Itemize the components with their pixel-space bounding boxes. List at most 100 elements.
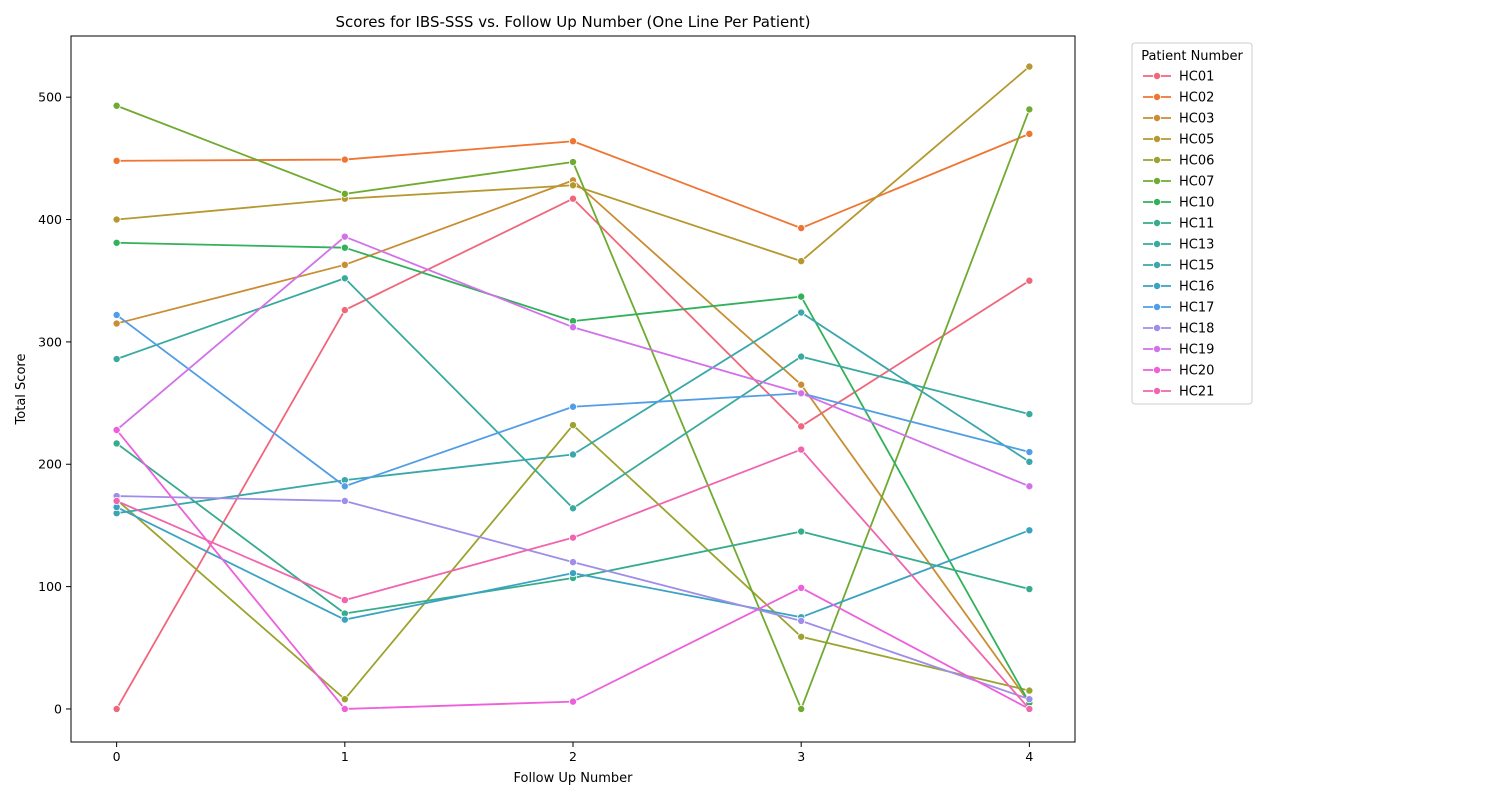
- data-point: [112, 319, 121, 328]
- data-point: [569, 158, 578, 167]
- data-point: [569, 402, 578, 411]
- legend-marker: [1153, 344, 1162, 353]
- data-point: [797, 308, 806, 317]
- y-tick-label: 200: [38, 457, 62, 472]
- legend-label: HC02: [1179, 91, 1214, 106]
- series-hc07: [112, 101, 1034, 713]
- data-point: [569, 504, 578, 513]
- legend-item-hc06: HC06: [1143, 154, 1214, 169]
- data-point: [569, 697, 578, 706]
- legend-marker: [1153, 365, 1162, 374]
- legend-item-hc03: HC03: [1143, 112, 1214, 127]
- x-tick-label: 3: [797, 749, 805, 764]
- y-axis-label: Total Score: [14, 354, 29, 426]
- series-hc06: [112, 421, 1034, 704]
- series-line: [116, 179, 1031, 704]
- legend-item-hc01: HC01: [1143, 70, 1214, 85]
- data-point: [112, 310, 121, 319]
- legend-label: HC20: [1179, 364, 1214, 379]
- data-point: [1025, 695, 1034, 704]
- series-hc15: [112, 308, 1034, 518]
- legend-marker: [1153, 176, 1162, 185]
- data-point: [797, 704, 806, 713]
- legend-item-hc19: HC19: [1143, 343, 1214, 358]
- data-point: [569, 323, 578, 332]
- data-point: [340, 695, 349, 704]
- data-point: [1025, 448, 1034, 457]
- data-point: [112, 439, 121, 448]
- data-point: [569, 569, 578, 578]
- legend-label: HC05: [1179, 133, 1214, 148]
- legend-item-hc05: HC05: [1143, 133, 1214, 148]
- x-axis: 0 1 2 3 4: [113, 742, 1033, 764]
- data-point: [340, 306, 349, 315]
- data-point: [340, 243, 349, 252]
- y-tick-label: 500: [38, 90, 62, 105]
- legend-item-hc16: HC16: [1143, 280, 1214, 295]
- data-point: [797, 422, 806, 431]
- data-point: [797, 292, 806, 301]
- series-line: [116, 277, 1030, 510]
- data-point: [569, 533, 578, 542]
- legend-marker: [1153, 281, 1162, 290]
- data-point: [112, 704, 121, 713]
- data-point: [1025, 585, 1034, 594]
- data-point: [569, 194, 578, 203]
- data-point: [797, 616, 806, 625]
- legend-item-hc17: HC17: [1143, 301, 1214, 316]
- data-point: [112, 355, 121, 364]
- legend-items: HC01 HC02 HC03 HC05 HC06 HC07 HC10 HC11 HC13 HC15…: [1143, 70, 1214, 400]
- chart-title: Scores for IBS-SSS vs. Follow Up Number …: [336, 13, 811, 31]
- legend-marker: [1153, 323, 1162, 332]
- data-point: [1025, 482, 1034, 491]
- data-point: [1025, 457, 1034, 466]
- data-point: [340, 189, 349, 198]
- legend-label: HC11: [1179, 217, 1214, 232]
- data-point: [569, 558, 578, 567]
- data-point: [569, 181, 578, 190]
- legend-item-hc20: HC20: [1143, 364, 1214, 379]
- series-line: [116, 235, 1030, 488]
- data-point: [797, 352, 806, 361]
- data-point: [797, 380, 806, 389]
- legend-label: HC19: [1179, 343, 1214, 358]
- x-tick-label: 0: [113, 749, 121, 764]
- legend-item-hc11: HC11: [1143, 217, 1214, 232]
- series-hc11: [112, 439, 1034, 618]
- legend-item-hc07: HC07: [1143, 175, 1214, 190]
- legend-marker: [1153, 302, 1162, 311]
- data-point: [340, 496, 349, 505]
- data-point: [340, 704, 349, 713]
- legend-label: HC06: [1179, 154, 1214, 169]
- series-hc03: [112, 176, 1034, 707]
- data-point: [112, 101, 121, 110]
- x-tick-label: 4: [1025, 749, 1033, 764]
- data-point: [797, 632, 806, 641]
- series-hc01: [112, 194, 1034, 713]
- data-point: [112, 496, 121, 505]
- legend-marker: [1153, 134, 1162, 143]
- series-hc21: [112, 445, 1034, 713]
- legend-item-hc15: HC15: [1143, 259, 1214, 274]
- y-axis: 0 100 200 300 400 500: [38, 90, 71, 716]
- legend-marker: [1153, 72, 1162, 81]
- legend-marker: [1153, 197, 1162, 206]
- legend-title: Patient Number: [1141, 49, 1243, 64]
- data-point: [797, 389, 806, 398]
- legend-marker: [1153, 114, 1162, 123]
- data-point: [340, 274, 349, 283]
- data-point: [797, 583, 806, 592]
- data-point: [1025, 62, 1034, 71]
- series-hc16: [112, 503, 1034, 624]
- data-point: [340, 155, 349, 164]
- legend-item-hc18: HC18: [1143, 322, 1214, 337]
- data-point: [112, 425, 121, 434]
- legend-item-hc13: HC13: [1143, 238, 1214, 253]
- legend: Patient Number HC01 HC02 HC03 HC05 HC06 HC07 H…: [1131, 42, 1253, 405]
- data-point: [569, 421, 578, 430]
- data-point: [1025, 105, 1034, 114]
- legend-label: HC13: [1179, 238, 1214, 253]
- legend-label: HC07: [1179, 175, 1214, 190]
- data-point: [1025, 526, 1034, 535]
